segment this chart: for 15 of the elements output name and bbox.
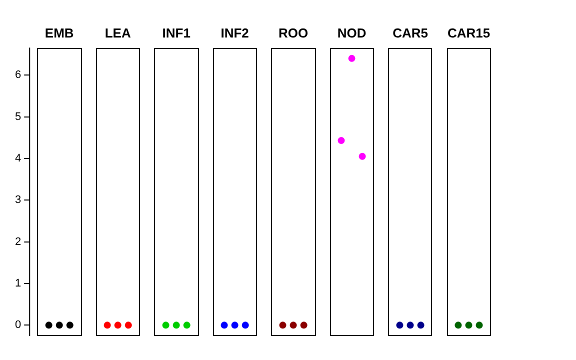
x-tick-label: CAR5	[392, 25, 428, 40]
y-tick-label: 5	[14, 110, 22, 123]
y-tick-label: 6	[14, 69, 22, 82]
x-tick-label: EMB	[44, 25, 74, 40]
y-tick-label: 3	[14, 194, 22, 206]
y-tick-label: 1	[14, 278, 22, 290]
y-tick-label: 4	[14, 152, 22, 164]
y-tick-label: 0	[14, 319, 22, 332]
x-tick-label: NOD	[337, 25, 366, 40]
y-tick-label: 2	[14, 236, 22, 248]
x-tick-label: LEA	[104, 25, 132, 40]
x-tick-label: INF2	[220, 25, 249, 40]
x-tick-label: INF1	[162, 25, 190, 40]
x-tick-label: CAR15	[447, 25, 490, 40]
x-tick-label: ROO	[278, 25, 308, 40]
